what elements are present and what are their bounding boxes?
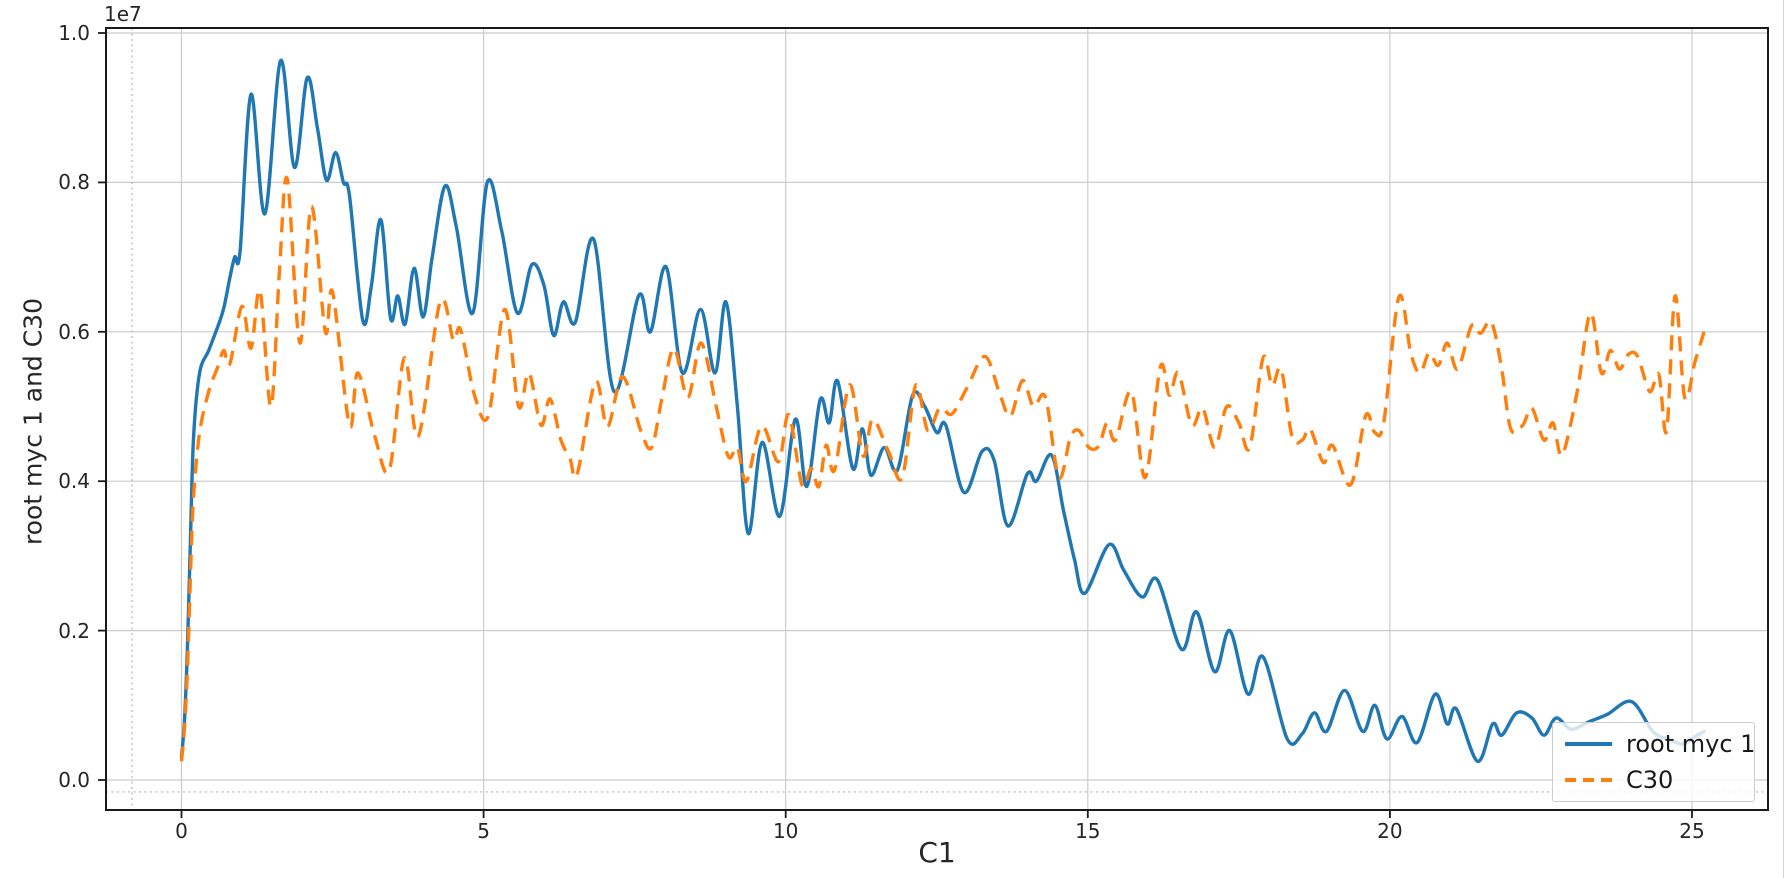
legend-item-root-myc-1: root myc 1: [1553, 729, 1756, 759]
x-tick-label: 10: [772, 819, 799, 843]
x-tick-label: 20: [1377, 819, 1403, 843]
x-tick-label: 0: [175, 819, 188, 843]
legend-line-sample-solid: [1565, 742, 1612, 746]
series-line-c30: [179, 175, 1706, 762]
window-edge: [1783, 0, 1784, 878]
legend-line-sample-dashed: [1565, 778, 1612, 782]
y-tick-label: 1.0: [58, 21, 90, 45]
series-line-root-myc-1: [179, 58, 1706, 764]
legend-item-c30: C30: [1553, 765, 1754, 795]
x-tick-label: 5: [477, 819, 490, 843]
y-tick-label: 0.8: [58, 170, 90, 195]
y-tick-label: 0.2: [58, 618, 90, 643]
legend-label: root myc 1: [1626, 730, 1756, 758]
axes-spines: [105, 27, 1769, 811]
y-axis-offset-text: 1e7: [104, 2, 142, 26]
legend: root myc 1 C30: [1552, 722, 1755, 802]
x-tick-label: 25: [1679, 819, 1705, 843]
x-tick-label: 15: [1075, 819, 1101, 843]
legend-label: C30: [1626, 766, 1674, 794]
y-tick-label: 0.6: [58, 319, 90, 344]
y-tick-label: 0.0: [58, 768, 90, 792]
y-tick-label: 0.4: [58, 469, 90, 494]
x-axis-label: C1: [918, 836, 956, 869]
